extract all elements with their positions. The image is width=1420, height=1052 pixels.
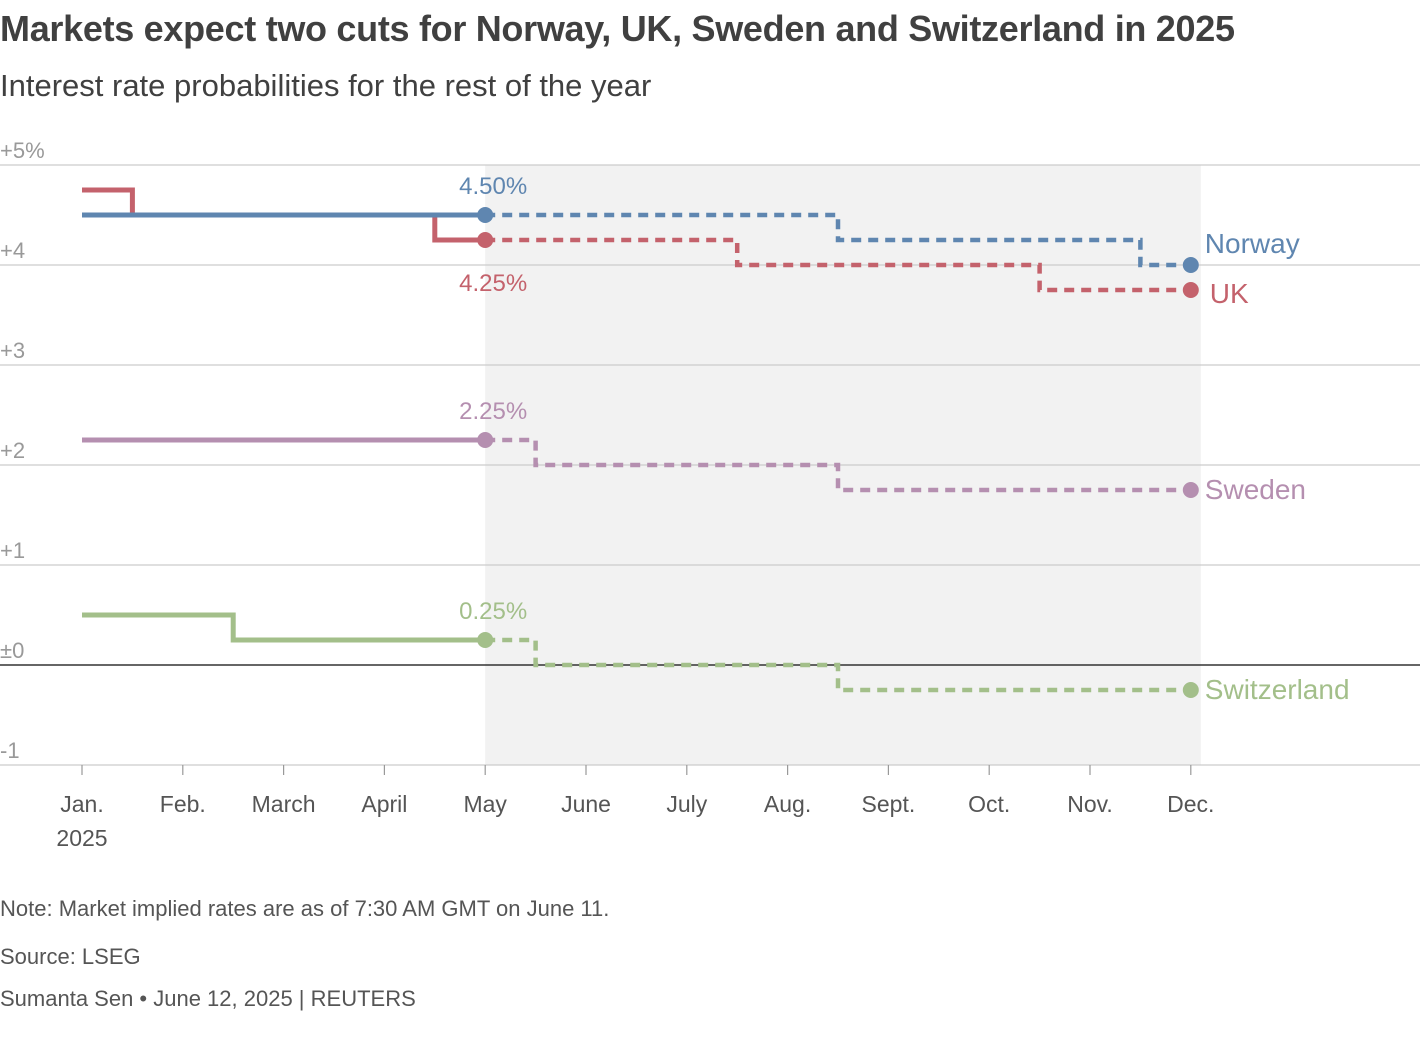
switzerland-series-label: Switzerland — [1205, 674, 1350, 705]
chart-note: Note: Market implied rates are as of 7:3… — [0, 896, 610, 921]
x-tick-label: June — [561, 791, 611, 817]
uk-current-point — [477, 232, 494, 248]
uk-forecast-line — [485, 237, 1191, 293]
y-tick-label: -1 — [0, 738, 20, 763]
chart-subtitle: Interest rate probabilities for the rest… — [0, 68, 652, 103]
y-tick-label: ±0 — [0, 638, 24, 663]
y-tick-label: +3 — [0, 338, 25, 363]
x-tick-label: Nov. — [1067, 791, 1113, 817]
norway-series-label: Norway — [1205, 228, 1300, 259]
sweden-current-label: 2.25% — [459, 398, 527, 425]
sweden-current-point — [477, 432, 494, 448]
norway-forecast-line — [485, 212, 1191, 268]
x-tick-label: May — [463, 791, 507, 817]
x-tick-label: Sept. — [862, 791, 916, 817]
switzerland-current-label: 0.25% — [459, 598, 527, 625]
sweden-end-point — [1182, 482, 1199, 498]
switzerland-forecast-line — [485, 637, 1191, 693]
uk-current-label: 4.25% — [459, 270, 527, 297]
x-tick-label: Aug. — [764, 791, 811, 817]
sweden-forecast-line — [485, 437, 1191, 493]
x-tick-label: Jan. — [60, 791, 103, 817]
chart-source: Source: LSEG — [0, 944, 141, 969]
switzerland-end-point — [1182, 682, 1199, 698]
x-tick-label: March — [252, 791, 316, 817]
x-tick-label: April — [361, 791, 407, 817]
norway-current-label: 4.50% — [459, 173, 527, 200]
chart-title: Markets expect two cuts for Norway, UK, … — [0, 8, 1235, 49]
y-tick-label: +5% — [0, 138, 45, 163]
switzerland-current-point — [477, 632, 494, 648]
chart-byline: Sumanta Sen • June 12, 2025 | REUTERS — [0, 986, 416, 1011]
norway-current-point — [477, 207, 494, 223]
x-tick-label: July — [666, 791, 707, 817]
sweden-series-label: Sweden — [1205, 474, 1306, 505]
y-tick-label: +2 — [0, 438, 25, 463]
x-tick-sublabel: 2025 — [56, 825, 107, 851]
norway-end-point — [1182, 257, 1199, 273]
x-tick-label: Oct. — [968, 791, 1010, 817]
y-tick-label: +4 — [0, 238, 25, 263]
y-tick-label: +1 — [0, 538, 25, 563]
rate-chart: +5% +4 +3 +2 +1 ±0 -1 Jan. 2025 Feb. March April May… — [0, 138, 1420, 851]
uk-end-point — [1182, 282, 1199, 298]
uk-series-label: UK — [1210, 278, 1249, 309]
x-tick-label: Feb. — [160, 791, 206, 817]
switzerland-actual-line — [82, 612, 486, 643]
x-tick-label: Dec. — [1167, 791, 1214, 817]
